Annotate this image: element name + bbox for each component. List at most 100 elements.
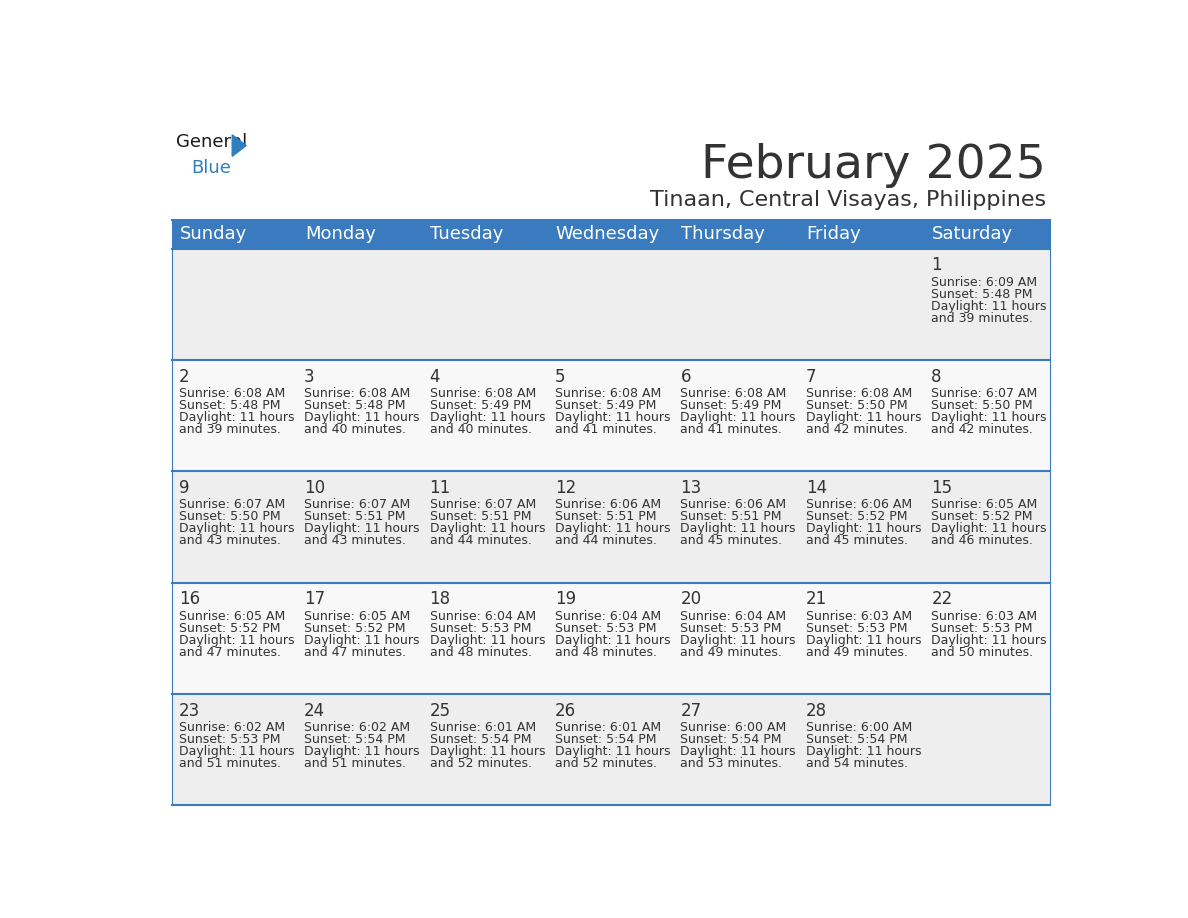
- Text: Sunrise: 6:06 AM: Sunrise: 6:06 AM: [681, 498, 786, 511]
- Text: Wednesday: Wednesday: [556, 225, 661, 243]
- Text: Daylight: 11 hours: Daylight: 11 hours: [430, 633, 545, 646]
- Text: Sunrise: 6:04 AM: Sunrise: 6:04 AM: [681, 610, 786, 622]
- Text: General: General: [176, 133, 247, 151]
- Text: Sunrise: 6:03 AM: Sunrise: 6:03 AM: [931, 610, 1037, 622]
- Text: Sunrise: 6:08 AM: Sunrise: 6:08 AM: [555, 387, 662, 400]
- Text: Sunrise: 6:04 AM: Sunrise: 6:04 AM: [555, 610, 662, 622]
- Text: Daylight: 11 hours: Daylight: 11 hours: [681, 411, 796, 424]
- Text: 20: 20: [681, 590, 702, 609]
- Bar: [423, 694, 548, 805]
- Text: and 42 minutes.: and 42 minutes.: [805, 423, 908, 436]
- Text: and 40 minutes.: and 40 minutes.: [430, 423, 531, 436]
- Text: 16: 16: [178, 590, 200, 609]
- Text: 8: 8: [931, 368, 942, 386]
- Text: Sunrise: 6:08 AM: Sunrise: 6:08 AM: [681, 387, 786, 400]
- Bar: [548, 360, 674, 472]
- Text: 13: 13: [681, 479, 702, 498]
- Text: Sunrise: 6:02 AM: Sunrise: 6:02 AM: [304, 721, 410, 734]
- Text: Sunset: 5:52 PM: Sunset: 5:52 PM: [805, 510, 908, 523]
- Text: Sunset: 5:53 PM: Sunset: 5:53 PM: [178, 733, 280, 746]
- Text: Tuesday: Tuesday: [430, 225, 504, 243]
- Bar: [924, 249, 1050, 360]
- Text: Daylight: 11 hours: Daylight: 11 hours: [555, 633, 670, 646]
- Bar: [674, 694, 800, 805]
- Text: 22: 22: [931, 590, 953, 609]
- Text: Daylight: 11 hours: Daylight: 11 hours: [931, 633, 1047, 646]
- Text: and 47 minutes.: and 47 minutes.: [178, 645, 280, 658]
- Text: Sunrise: 6:03 AM: Sunrise: 6:03 AM: [805, 610, 912, 622]
- Bar: [297, 249, 423, 360]
- Text: and 39 minutes.: and 39 minutes.: [178, 423, 280, 436]
- Bar: [924, 360, 1050, 472]
- Text: Sunset: 5:54 PM: Sunset: 5:54 PM: [555, 733, 657, 746]
- Bar: [172, 472, 297, 583]
- Text: and 43 minutes.: and 43 minutes.: [304, 534, 406, 547]
- Text: Sunrise: 6:00 AM: Sunrise: 6:00 AM: [805, 721, 912, 734]
- Text: Sunset: 5:51 PM: Sunset: 5:51 PM: [555, 510, 657, 523]
- Text: 19: 19: [555, 590, 576, 609]
- Text: Sunrise: 6:05 AM: Sunrise: 6:05 AM: [304, 610, 410, 622]
- Text: Daylight: 11 hours: Daylight: 11 hours: [178, 744, 295, 758]
- Text: Sunrise: 6:07 AM: Sunrise: 6:07 AM: [304, 498, 410, 511]
- Text: and 52 minutes.: and 52 minutes.: [430, 756, 531, 770]
- Text: Sunrise: 6:02 AM: Sunrise: 6:02 AM: [178, 721, 285, 734]
- Text: 3: 3: [304, 368, 315, 386]
- Text: Daylight: 11 hours: Daylight: 11 hours: [178, 411, 295, 424]
- Text: and 44 minutes.: and 44 minutes.: [555, 534, 657, 547]
- Text: Daylight: 11 hours: Daylight: 11 hours: [430, 744, 545, 758]
- Text: Sunset: 5:52 PM: Sunset: 5:52 PM: [931, 510, 1032, 523]
- Text: 5: 5: [555, 368, 565, 386]
- Bar: [172, 694, 297, 805]
- Bar: [423, 219, 548, 249]
- Text: Sunrise: 6:08 AM: Sunrise: 6:08 AM: [430, 387, 536, 400]
- Bar: [172, 249, 297, 360]
- Text: 26: 26: [555, 702, 576, 720]
- Text: Sunrise: 6:06 AM: Sunrise: 6:06 AM: [805, 498, 912, 511]
- Bar: [548, 583, 674, 694]
- Text: Sunset: 5:53 PM: Sunset: 5:53 PM: [430, 621, 531, 634]
- Bar: [924, 583, 1050, 694]
- Text: 17: 17: [304, 590, 326, 609]
- Text: and 44 minutes.: and 44 minutes.: [430, 534, 531, 547]
- Text: Sunrise: 6:07 AM: Sunrise: 6:07 AM: [430, 498, 536, 511]
- Text: and 45 minutes.: and 45 minutes.: [805, 534, 908, 547]
- Bar: [800, 219, 924, 249]
- Bar: [548, 472, 674, 583]
- Text: Daylight: 11 hours: Daylight: 11 hours: [805, 522, 922, 535]
- Text: and 41 minutes.: and 41 minutes.: [555, 423, 657, 436]
- Bar: [297, 219, 423, 249]
- Text: Sunset: 5:54 PM: Sunset: 5:54 PM: [681, 733, 782, 746]
- Text: Sunrise: 6:07 AM: Sunrise: 6:07 AM: [931, 387, 1037, 400]
- Text: and 51 minutes.: and 51 minutes.: [178, 756, 280, 770]
- Bar: [800, 472, 924, 583]
- Text: Sunset: 5:52 PM: Sunset: 5:52 PM: [178, 621, 280, 634]
- Text: Daylight: 11 hours: Daylight: 11 hours: [931, 522, 1047, 535]
- Bar: [423, 249, 548, 360]
- Text: Sunrise: 6:08 AM: Sunrise: 6:08 AM: [304, 387, 410, 400]
- Text: Sunset: 5:50 PM: Sunset: 5:50 PM: [805, 399, 908, 412]
- Text: Sunset: 5:50 PM: Sunset: 5:50 PM: [178, 510, 280, 523]
- Text: and 45 minutes.: and 45 minutes.: [681, 534, 783, 547]
- Text: Sunset: 5:48 PM: Sunset: 5:48 PM: [178, 399, 280, 412]
- Text: and 49 minutes.: and 49 minutes.: [805, 645, 908, 658]
- Text: Daylight: 11 hours: Daylight: 11 hours: [178, 633, 295, 646]
- Text: Daylight: 11 hours: Daylight: 11 hours: [304, 522, 419, 535]
- Text: 24: 24: [304, 702, 326, 720]
- Text: Sunset: 5:51 PM: Sunset: 5:51 PM: [304, 510, 405, 523]
- Bar: [548, 249, 674, 360]
- Text: 9: 9: [178, 479, 189, 498]
- Text: Daylight: 11 hours: Daylight: 11 hours: [430, 522, 545, 535]
- Text: 1: 1: [931, 256, 942, 274]
- Text: 10: 10: [304, 479, 326, 498]
- Text: Sunday: Sunday: [179, 225, 247, 243]
- Bar: [924, 219, 1050, 249]
- Text: 14: 14: [805, 479, 827, 498]
- Text: Daylight: 11 hours: Daylight: 11 hours: [304, 411, 419, 424]
- Text: Sunrise: 6:06 AM: Sunrise: 6:06 AM: [555, 498, 662, 511]
- Text: Sunrise: 6:01 AM: Sunrise: 6:01 AM: [555, 721, 662, 734]
- Text: Blue: Blue: [191, 159, 230, 176]
- Text: and 47 minutes.: and 47 minutes.: [304, 645, 406, 658]
- Text: and 53 minutes.: and 53 minutes.: [681, 756, 783, 770]
- Bar: [297, 583, 423, 694]
- Text: Thursday: Thursday: [681, 225, 765, 243]
